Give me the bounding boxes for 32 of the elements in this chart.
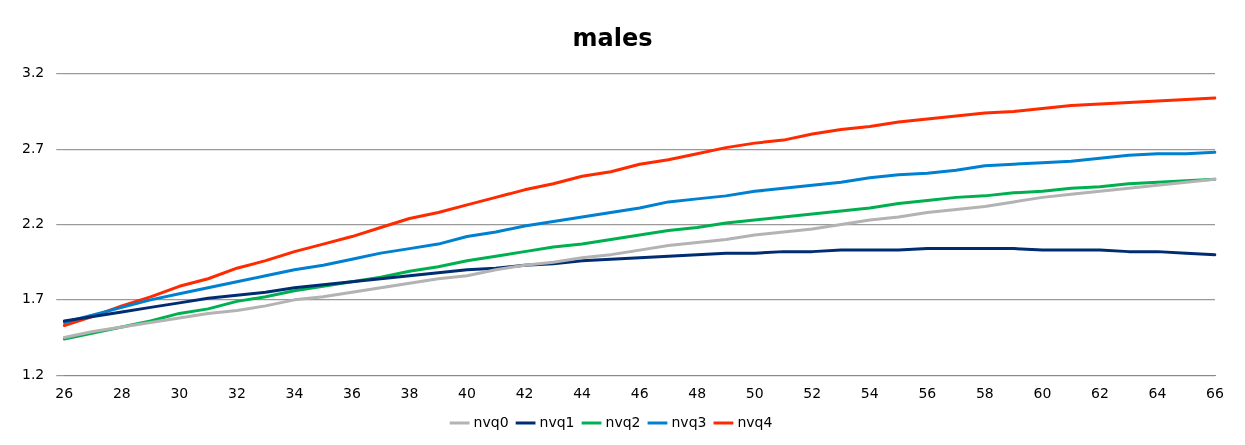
x-tick-label: 50: [745, 385, 764, 402]
chart-title: males: [572, 23, 653, 52]
legend-label: nvq3: [671, 413, 707, 430]
x-tick-label: 64: [1148, 385, 1167, 402]
x-tick-label: 48: [688, 385, 707, 402]
x-tick-label: 40: [458, 385, 476, 402]
x-tick-label: 46: [630, 385, 649, 402]
x-tick-label: 52: [803, 385, 822, 402]
y-tick-label: 2.7: [22, 139, 45, 156]
x-tick-label: 60: [1033, 385, 1052, 402]
x-tick-label: 32: [227, 385, 246, 402]
x-tick-label: 58: [975, 385, 994, 402]
x-tick-label: 56: [918, 385, 937, 402]
x-tick-label: 28: [112, 385, 131, 402]
y-tick-label: 3.2: [22, 64, 45, 81]
x-tick-label: 42: [515, 385, 534, 402]
y-tick-label: 2.2: [22, 215, 45, 232]
x-tick-label: 34: [285, 385, 304, 402]
x-tick-label: 38: [400, 385, 419, 402]
y-tick-label: 1.7: [22, 290, 45, 307]
x-tick-label: 54: [860, 385, 879, 402]
legend-label: nvq1: [539, 413, 575, 430]
legend-label: nvq2: [605, 413, 641, 430]
legend-label: nvq0: [473, 413, 509, 430]
x-tick-label: 36: [343, 385, 361, 402]
x-tick-label: 44: [573, 385, 592, 402]
x-tick-label: 30: [170, 385, 189, 402]
x-tick-label: 66: [1206, 385, 1224, 402]
x-tick-label: 26: [55, 385, 74, 402]
legend-label: nvq4: [737, 413, 773, 430]
x-tick-label: 62: [1091, 385, 1109, 402]
y-tick-label: 1.2: [22, 365, 45, 382]
